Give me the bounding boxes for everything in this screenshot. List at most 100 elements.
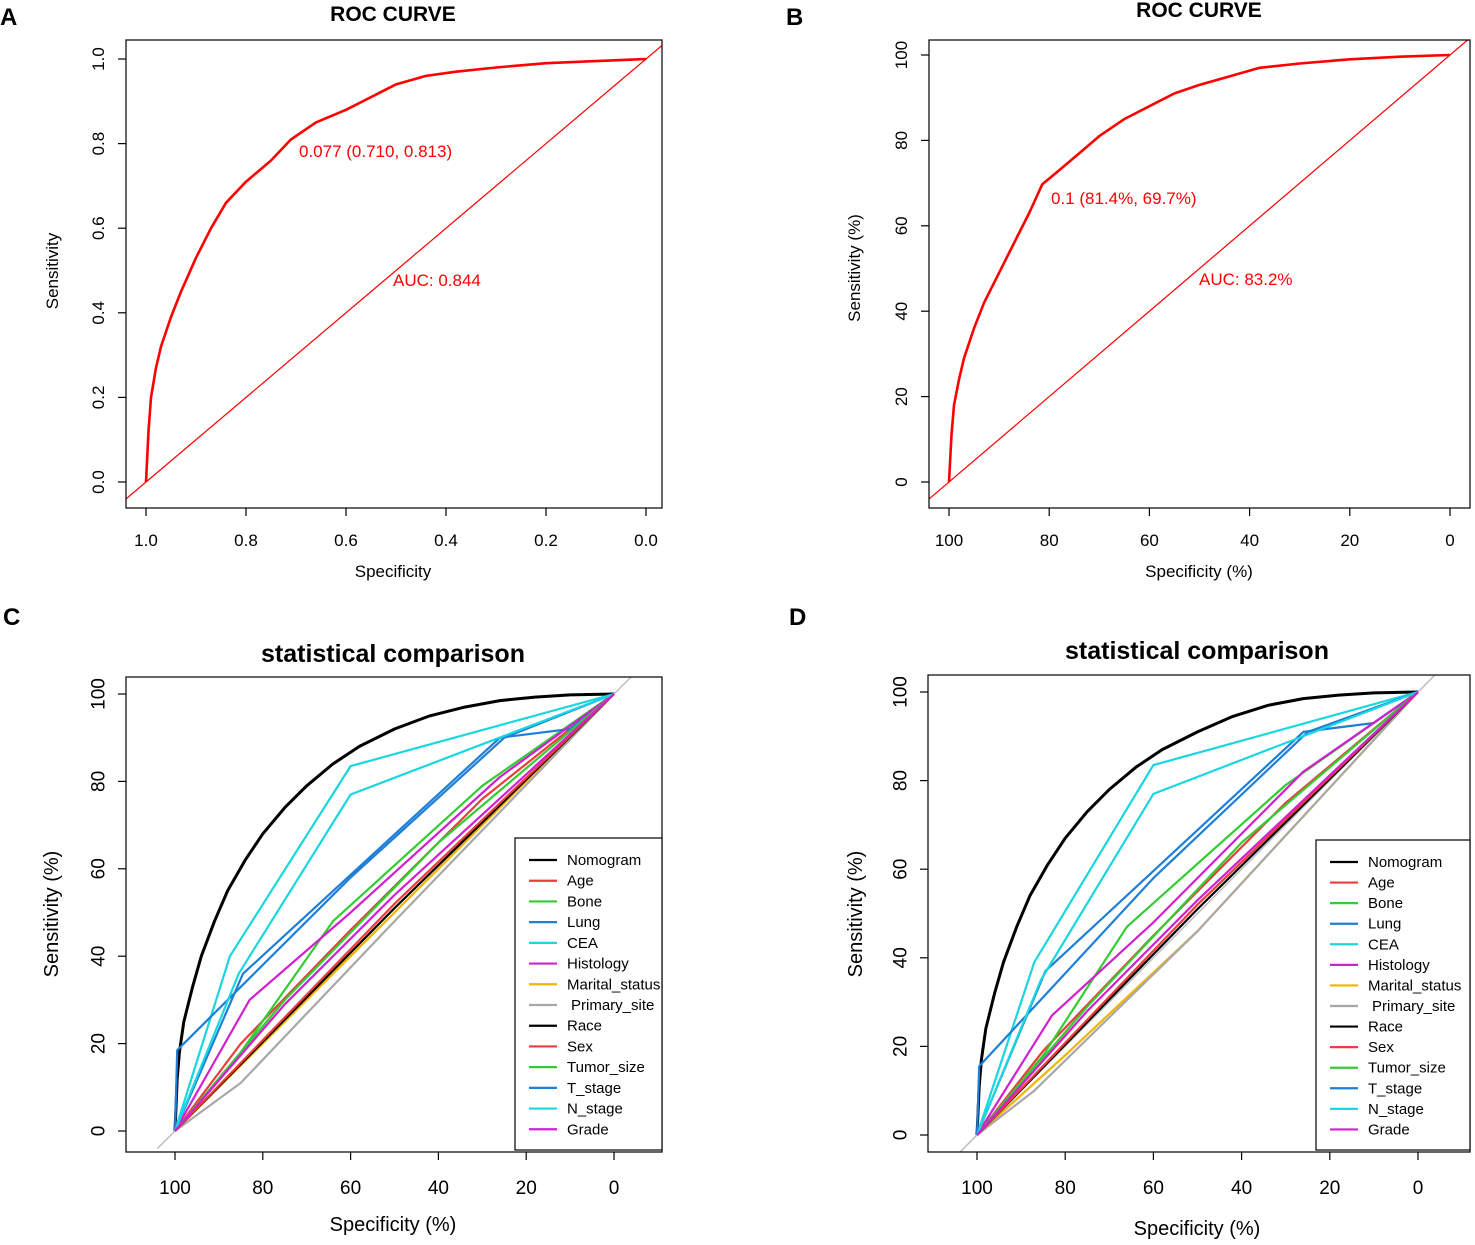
y-tick-label: 40: [89, 946, 110, 967]
legend-label: Histology: [1368, 957, 1430, 974]
legend-label: Tumor_size: [567, 1059, 645, 1076]
x-axis-label: Specificity (%): [1134, 1218, 1261, 1240]
x-tick-label: 80: [252, 1178, 273, 1199]
legend-label: Bone: [567, 893, 602, 910]
x-tick-label: 1.0: [134, 531, 158, 550]
x-tick-label: 20: [1340, 531, 1359, 550]
y-tick-label: 60: [892, 216, 911, 235]
x-tick-label: 60: [340, 1178, 361, 1199]
chart-title: statistical comparison: [261, 640, 525, 668]
x-tick-label: 0.8: [234, 531, 258, 550]
x-axis-label: Specificity (%): [1145, 562, 1253, 581]
series-line-nomogram: [975, 690, 1419, 1136]
legend-label: Tumor_size: [1368, 1060, 1446, 1077]
legend-label: Lung: [567, 914, 600, 931]
legend-label: Bone: [1368, 895, 1403, 912]
series-line-grade: [976, 691, 1419, 1136]
legend-label: N_stage: [1368, 1101, 1424, 1118]
chart-title: ROC CURVE: [330, 3, 456, 26]
x-tick-label: 80: [1040, 531, 1059, 550]
x-axis-label: Specificity: [355, 562, 432, 581]
y-tick-label: 20: [891, 1036, 912, 1057]
legend-label: Marital_status: [1368, 977, 1461, 994]
legend-label: Sex: [1368, 1039, 1394, 1056]
series-line-primary-site: [174, 693, 615, 1132]
series-line-nomogram: [173, 692, 615, 1132]
panel-letter: D: [789, 604, 806, 631]
y-tick-label: 80: [891, 770, 912, 791]
legend-label: Nomogram: [1368, 854, 1442, 871]
y-axis-label: Sensitivity (%): [41, 851, 63, 978]
legend-label: Age: [1368, 875, 1395, 892]
x-tick-label: 0.4: [434, 531, 458, 550]
series-line-sex: [174, 693, 615, 1132]
x-tick-label: 20: [516, 1178, 537, 1199]
chart-title: statistical comparison: [1065, 637, 1329, 665]
series-line-primary-site: [976, 691, 1419, 1136]
series-line-t-stage: [975, 690, 1419, 1136]
legend-label: Marital_status: [567, 976, 660, 993]
legend-label: Grade: [567, 1121, 609, 1138]
x-tick-label: 0.2: [534, 531, 558, 550]
series-line-cea: [173, 692, 615, 1132]
plot-frame: [125, 39, 663, 509]
y-tick-label: 80: [892, 131, 911, 150]
series-line-histology: [976, 691, 1419, 1136]
y-tick-label: 80: [89, 771, 110, 792]
series-line-histology: [174, 693, 615, 1132]
y-axis-label: Sensitivity: [43, 232, 62, 309]
legend-label: N_stage: [567, 1101, 623, 1118]
legend-label: Primary_site: [571, 997, 654, 1014]
x-tick-label: 0: [609, 1178, 620, 1199]
reference-diagonal-line: [929, 40, 1469, 500]
y-tick-label: 1.0: [89, 47, 108, 71]
x-tick-label: 60: [1143, 1178, 1164, 1199]
x-tick-label: 0.6: [334, 531, 358, 550]
x-tick-label: 40: [1231, 1178, 1252, 1199]
y-tick-label: 60: [891, 859, 912, 880]
x-tick-label: 60: [1140, 531, 1159, 550]
x-tick-label: 0.0: [634, 531, 658, 550]
x-tick-label: 100: [159, 1178, 191, 1199]
series-line-roc: [947, 53, 1451, 483]
legend-label: T_stage: [1368, 1080, 1422, 1097]
legend-box: [1315, 839, 1471, 1151]
legend-label: Lung: [1368, 916, 1401, 933]
legend-label: Primary_site: [1372, 998, 1455, 1015]
x-tick-label: 0: [1445, 531, 1454, 550]
reference-diagonal-line: [126, 44, 662, 500]
y-tick-label: 100: [891, 676, 912, 708]
panel-letter: C: [3, 604, 20, 631]
y-tick-label: 20: [89, 1033, 110, 1054]
y-tick-label: 0.8: [89, 132, 108, 156]
legend-label: CEA: [567, 935, 598, 952]
legend-label: Grade: [1368, 1121, 1410, 1138]
chart-title: ROC CURVE: [1136, 0, 1262, 22]
panel-a: A ROC CURVE 1.0 0.8 0.6 0.4 0.2 0.0 0.0 0.2 0.4 0.6…: [0, 3, 663, 581]
series-line-tumor-size: [976, 691, 1419, 1136]
auc-annotation: AUC: 83.2%: [1199, 270, 1293, 289]
x-tick-label: 100: [935, 531, 963, 550]
y-tick-label: 0: [891, 1130, 912, 1141]
x-tick-label: 80: [1055, 1178, 1076, 1199]
legend-label: CEA: [1368, 936, 1399, 953]
y-tick-label: 40: [891, 947, 912, 968]
x-tick-label: 40: [1240, 531, 1259, 550]
y-axis-label: Sensitivity (%): [845, 214, 864, 322]
legend-label: T_stage: [567, 1080, 621, 1097]
y-tick-label: 60: [89, 858, 110, 879]
y-tick-label: 100: [892, 41, 911, 69]
series-line-t-stage: [173, 692, 615, 1132]
legend-label: Age: [567, 873, 594, 890]
series-line-n-stage: [975, 690, 1419, 1136]
cutoff-annotation: 0.1 (81.4%, 69.7%): [1051, 189, 1197, 208]
series-line-age: [174, 693, 615, 1132]
panel-b: B ROC CURVE 100 80 60 40 20 0 0 20 40 60 80 100 Specif…: [786, 0, 1471, 581]
x-tick-label: 0: [1413, 1178, 1424, 1199]
y-tick-label: 0: [89, 1126, 110, 1137]
legend-label: Race: [567, 1018, 602, 1035]
series-line-grade: [174, 693, 615, 1132]
